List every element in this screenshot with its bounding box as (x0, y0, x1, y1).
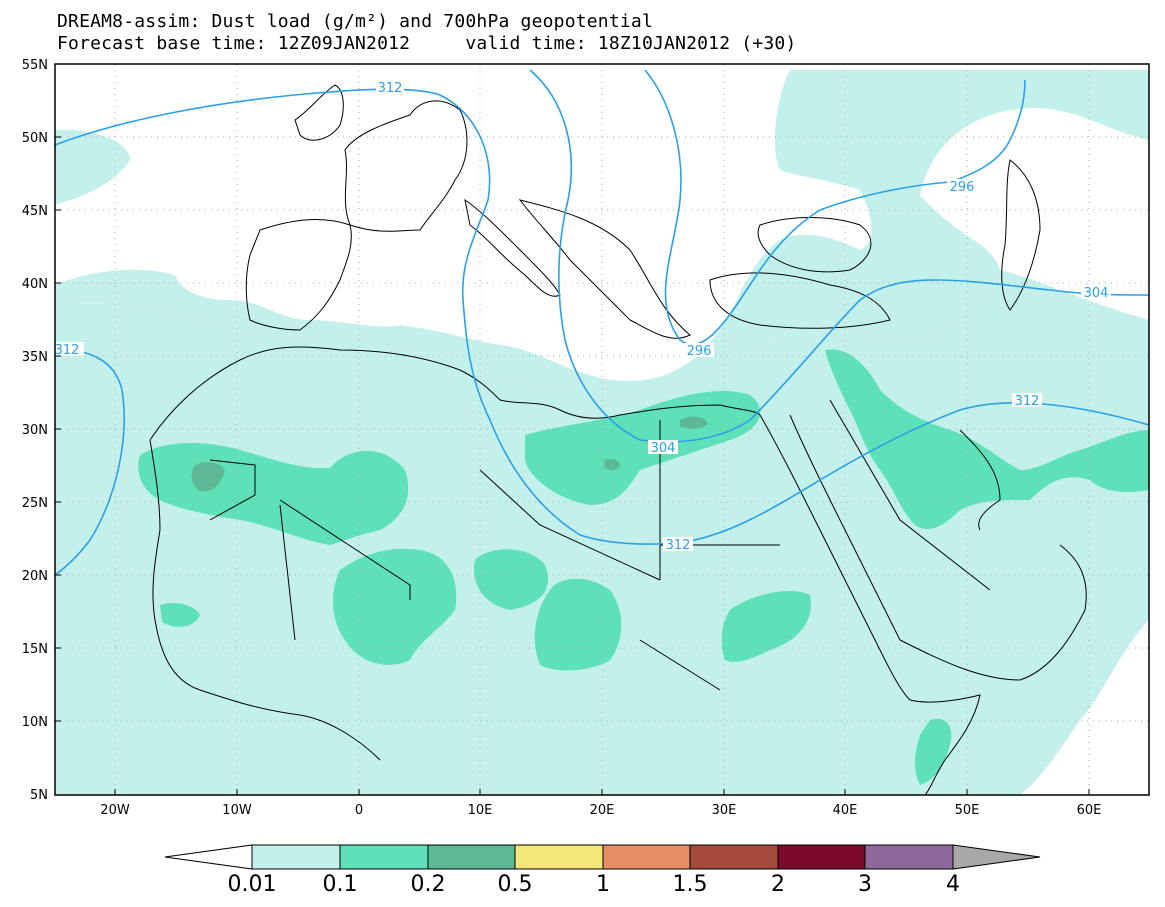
coast-west-africa (149, 439, 381, 761)
colorbar (164, 844, 1041, 870)
dust-core-libya (604, 458, 620, 471)
colorbar-swatch (251, 844, 341, 870)
y-tick-label: 25N (22, 496, 48, 511)
coast-britain (294, 84, 344, 141)
x-tick-label: 20E (590, 803, 615, 818)
colorbar-label: 2 (771, 872, 785, 897)
border-chad-sudan (639, 639, 721, 691)
colorbar-swatch (689, 844, 779, 870)
y-tick-label: 5N (30, 788, 48, 803)
x-tick-label: 50E (955, 803, 980, 818)
contour-312-west (55, 347, 125, 576)
coast-red-sea-east (789, 414, 901, 641)
x-tick-label: 10E (468, 803, 493, 818)
colorbar-swatch (427, 844, 516, 870)
colorbar-label: 0.5 (497, 872, 533, 897)
y-tick-label: 40N (22, 277, 48, 292)
dust-region-chad (534, 578, 622, 671)
contour-304-central (529, 69, 1149, 443)
colorbar-label: 0.2 (410, 872, 446, 897)
coastlines (149, 84, 1087, 795)
coast-horn-africa (909, 694, 981, 795)
y-tick-label: 35N (22, 350, 48, 365)
contour-label: 312 (1015, 394, 1040, 409)
coast-france-uk (344, 100, 468, 232)
x-tick-label: 10W (222, 803, 252, 818)
contour-label: 296 (950, 180, 975, 195)
dust-region-chad-north (474, 549, 549, 610)
colorbar-swatch (339, 844, 429, 870)
x-tick-label: 60E (1077, 803, 1102, 818)
y-tick-label: 50N (22, 131, 48, 146)
dust-region-somalia (915, 718, 952, 785)
contour-label: 312 (666, 538, 691, 553)
dust-region-west-europe (55, 129, 130, 205)
y-tick-label: 45N (22, 204, 48, 219)
colorbar-swatch (602, 844, 691, 870)
border-algeria-mali (279, 504, 296, 641)
coast-arabia-south (899, 544, 1087, 681)
colorbar-label: 4 (946, 872, 960, 897)
border-saudi (829, 399, 991, 591)
y-tick-label: 30N (22, 423, 48, 438)
coast-iberia (245, 219, 352, 331)
border-sahara-2 (209, 459, 256, 521)
y-tick-label: 15N (22, 642, 48, 657)
dust-region-niger (333, 548, 457, 665)
border-sahara-3 (479, 469, 661, 581)
x-tick-label: 40E (833, 803, 858, 818)
contour-label: 304 (651, 441, 676, 456)
map-title: DREAM8-assim: Dust load (g/m²) and 700hP… (57, 11, 653, 32)
x-tick-label: 20W (100, 803, 130, 818)
dust-core-egypt (680, 416, 708, 429)
contour-label: 312 (378, 81, 403, 96)
x-axis-labels: 20W 10W 0 10E 20E 30E 40E 50E 60E (100, 803, 1101, 818)
colorbar-label: 1 (596, 872, 610, 897)
y-tick-label: 10N (22, 715, 48, 730)
graticule (55, 64, 1149, 795)
map-subtitle: Forecast base time: 12Z09JAN2012 valid t… (57, 33, 797, 54)
x-tick-label: 0 (355, 803, 363, 818)
coast-north-africa (149, 346, 761, 441)
dust-core-sahara-west (191, 462, 225, 492)
coast-italy (464, 198, 561, 297)
colorbar-label: 0.1 (322, 872, 358, 897)
y-tick-label: 20N (22, 569, 48, 584)
coast-turkey (709, 272, 891, 329)
y-axis-labels: 5N 10N 15N 20N 25N 30N 35N 40N 45N 50N 5… (22, 58, 48, 803)
contour-labels: 312 312 304 312 304 296 296 312 (52, 80, 1111, 553)
x-tick-label: 30E (712, 803, 737, 818)
coast-caspian (1001, 159, 1041, 311)
contour-label: 296 (687, 344, 712, 359)
dust-region-mauritania (160, 603, 200, 627)
border-sahara-1 (279, 499, 411, 600)
contour-label: 304 (1084, 286, 1109, 301)
coast-black-sea (757, 217, 872, 273)
y-tick-label: 55N (22, 58, 48, 73)
coast-persian-gulf (959, 429, 1001, 531)
axis-ticks (55, 136, 1090, 795)
colorbar-swatch (514, 844, 604, 870)
dust-region-sudan (721, 590, 811, 662)
dust-region-russia (55, 70, 1149, 395)
contour-label: 312 (55, 343, 80, 358)
dust-region-arabia (825, 349, 1149, 530)
coast-red-sea-west (759, 414, 911, 701)
coast-balkans-greece (518, 199, 691, 339)
colorbar-label: 3 (858, 872, 872, 897)
colorbar-high-arrow (952, 844, 1041, 870)
colorbar-label: 1.5 (672, 872, 708, 897)
contour-296 (644, 69, 1026, 346)
colorbar-swatch (777, 844, 866, 870)
colorbar-swatch (864, 844, 954, 870)
colorbar-label: 0.01 (227, 872, 277, 897)
colorbar-low-arrow (164, 844, 253, 870)
